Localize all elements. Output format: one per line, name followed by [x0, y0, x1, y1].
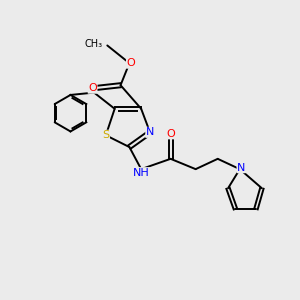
Text: O: O [88, 83, 97, 93]
Text: O: O [166, 129, 175, 139]
Text: CH₃: CH₃ [85, 39, 103, 49]
Text: O: O [127, 58, 135, 68]
Text: NH: NH [133, 168, 149, 178]
Text: S: S [102, 130, 110, 140]
Text: N: N [237, 163, 245, 173]
Text: N: N [146, 127, 154, 137]
